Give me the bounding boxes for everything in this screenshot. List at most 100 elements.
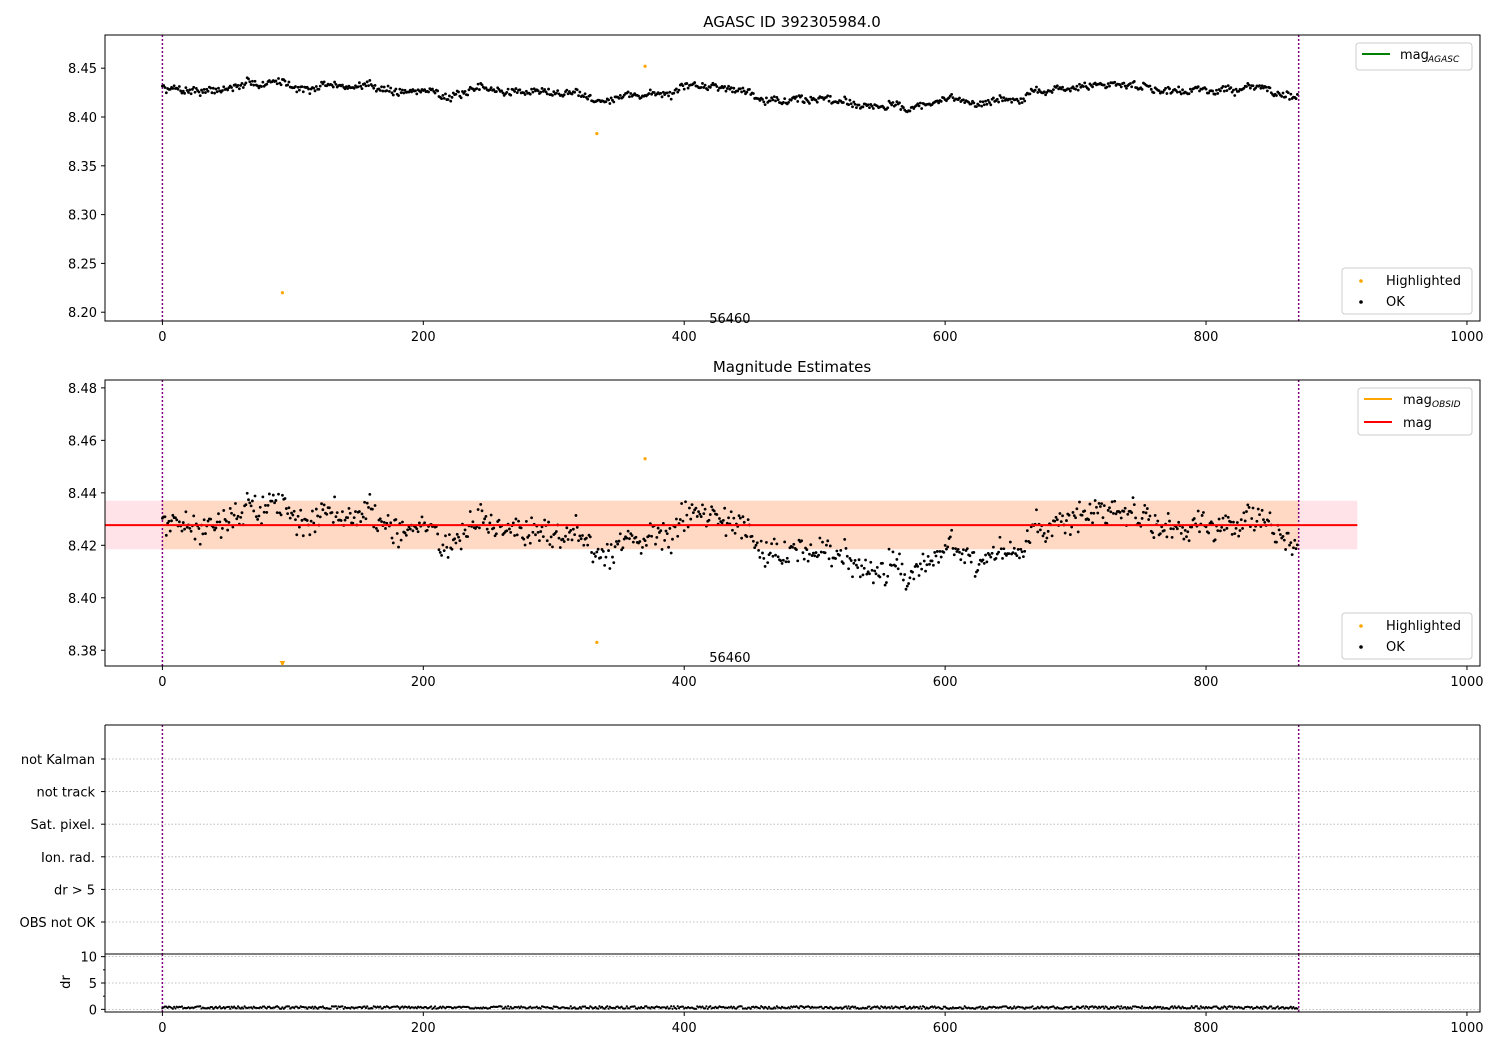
ok-point xyxy=(825,543,828,547)
ok-point xyxy=(541,535,545,539)
ok-point xyxy=(629,92,633,95)
ok-point xyxy=(853,102,857,106)
dr-point xyxy=(664,1007,668,1010)
ok-point xyxy=(398,87,402,91)
ok-point xyxy=(390,536,394,540)
ok-point xyxy=(1230,90,1234,94)
highlighted-point xyxy=(643,457,647,461)
ok-point xyxy=(1215,88,1218,92)
ok-point xyxy=(694,506,698,510)
ok-point xyxy=(374,526,378,530)
ok-point xyxy=(1065,519,1068,522)
ok-point xyxy=(438,551,442,554)
ok-point xyxy=(973,574,977,578)
ok-point xyxy=(176,87,180,91)
ok-point xyxy=(1045,536,1049,540)
ok-point xyxy=(217,512,220,516)
ok-point xyxy=(671,537,674,541)
ok-point xyxy=(901,106,905,109)
ok-point xyxy=(252,509,256,513)
ok-point xyxy=(625,536,629,540)
dr-point xyxy=(1189,1006,1192,1010)
ok-point xyxy=(578,90,582,94)
ok-point xyxy=(545,539,549,543)
ok-point xyxy=(874,572,878,576)
ok-point xyxy=(999,547,1003,551)
ok-point xyxy=(1222,89,1226,93)
dr-point xyxy=(1193,1006,1196,1009)
ok-point xyxy=(1268,86,1272,90)
ok-point xyxy=(1153,514,1157,517)
ok-point xyxy=(681,84,685,88)
ok-point xyxy=(539,90,543,94)
flag-category-label: Ion. rad. xyxy=(41,851,95,866)
ok-point xyxy=(359,84,363,88)
ok-point xyxy=(595,550,599,554)
ok-point xyxy=(758,99,762,102)
ok-point xyxy=(905,584,909,588)
ok-point xyxy=(248,80,252,84)
ok-point xyxy=(656,526,660,530)
ok-point xyxy=(795,95,798,99)
ok-point xyxy=(830,564,834,568)
ok-point xyxy=(718,517,721,520)
dr-point xyxy=(199,1005,202,1008)
dr-point xyxy=(920,1007,923,1010)
ok-point xyxy=(1207,91,1211,95)
dr-point xyxy=(242,1007,245,1010)
ok-point xyxy=(252,83,256,87)
ok-point xyxy=(741,515,745,519)
flag-category-label: Sat. pixel. xyxy=(31,818,95,833)
dr-point xyxy=(1232,1007,1235,1010)
ok-point xyxy=(1295,543,1299,547)
ok-point xyxy=(442,96,446,100)
dr-point xyxy=(884,1005,887,1008)
ok-point xyxy=(1229,520,1233,524)
ok-point xyxy=(644,543,648,547)
ok-point xyxy=(1050,534,1054,538)
ok-point xyxy=(198,94,202,98)
ok-point xyxy=(686,86,690,90)
ok-point xyxy=(404,533,408,537)
ok-point xyxy=(291,513,295,517)
ok-point xyxy=(985,560,989,564)
axes-frame xyxy=(104,379,1481,667)
ok-point xyxy=(211,86,215,90)
ok-point xyxy=(419,90,423,94)
ok-point xyxy=(475,87,479,91)
dr-point xyxy=(503,1007,506,1010)
dr-point xyxy=(1259,1006,1262,1009)
ok-point xyxy=(1218,89,1222,93)
ok-point xyxy=(365,501,369,505)
ok-point xyxy=(579,537,583,541)
dr-point xyxy=(1292,1006,1295,1009)
ok-point xyxy=(1289,92,1293,96)
ok-point xyxy=(570,538,574,542)
ok-point xyxy=(476,508,480,511)
dr-point xyxy=(775,1005,778,1008)
ok-point xyxy=(211,525,215,529)
dr-point xyxy=(1203,1007,1206,1010)
dr-point xyxy=(774,1007,777,1010)
ok-point xyxy=(391,93,395,97)
ok-point xyxy=(826,539,830,543)
ok-point xyxy=(1024,539,1028,543)
ok-point xyxy=(437,548,441,552)
ok-point xyxy=(1102,83,1106,87)
ok-point xyxy=(317,87,321,91)
ok-point xyxy=(415,92,419,96)
x-tick-label: 0 xyxy=(158,675,166,690)
dr-point xyxy=(265,1007,268,1010)
ok-point xyxy=(382,521,386,524)
ok-point xyxy=(768,551,772,555)
ok-point xyxy=(617,539,621,543)
ok-point xyxy=(1233,94,1237,97)
ok-point xyxy=(171,513,175,517)
ok-point xyxy=(1284,95,1288,99)
ok-point xyxy=(1071,511,1075,514)
ok-point xyxy=(578,534,582,538)
ok-point xyxy=(641,545,644,549)
ok-point xyxy=(1235,521,1239,524)
ok-point xyxy=(316,514,320,518)
ok-point xyxy=(1054,515,1058,519)
